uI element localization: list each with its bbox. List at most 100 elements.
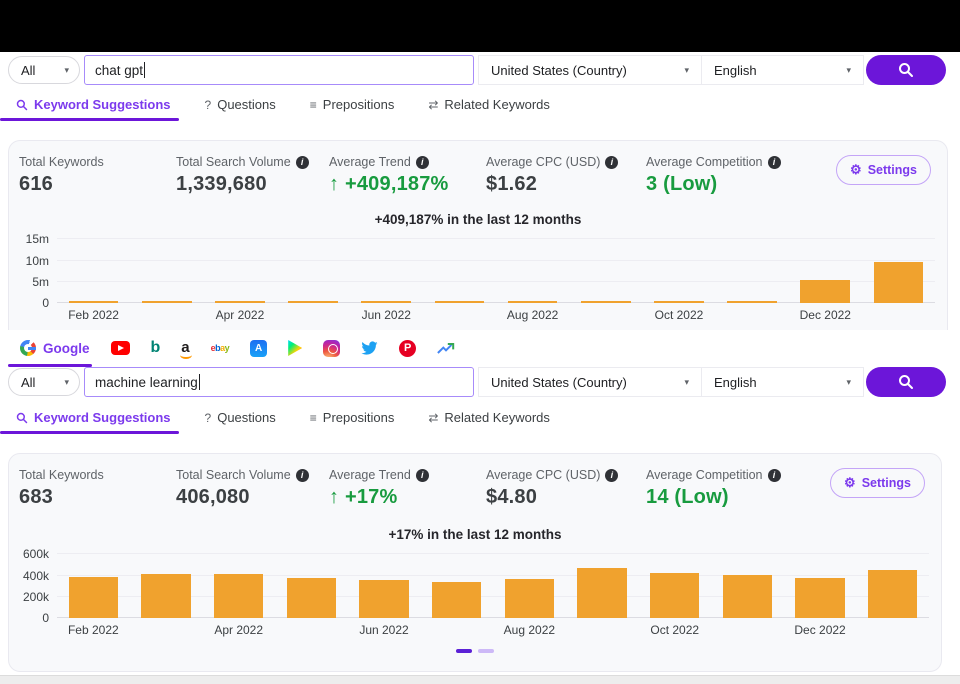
pager-dash-active[interactable]: [456, 649, 472, 653]
search-volume-chart: 15m 10m 5m 0 Feb 2022 Apr 2022 Jun 2022 Aug 20…: [13, 232, 935, 322]
x-tick-label: [420, 623, 493, 637]
search-input[interactable]: machine learning: [84, 367, 474, 397]
source-tab-google-trends[interactable]: [437, 335, 455, 361]
country-select-value: United States (Country): [491, 62, 627, 78]
bottom-scroll-strip: [0, 675, 960, 684]
chevron-down-icon: ▾: [64, 376, 69, 387]
x-tick-label: Jun 2022: [359, 623, 409, 637]
stat-label: Total Keywords: [19, 155, 104, 169]
stat-value: 1,339,680: [176, 173, 267, 195]
chart-bar: [800, 280, 851, 303]
tab-prepositions[interactable]: ≡ Prepositions: [310, 97, 395, 121]
stat-average-competition: Average Competition i 3 (Low): [646, 155, 781, 196]
info-icon[interactable]: i: [605, 155, 619, 169]
stat-value: 406,080: [176, 486, 250, 508]
chart-title: +17% in the last 12 months: [388, 527, 562, 542]
list-icon: ≡: [309, 410, 317, 425]
stat-average-cpc: Average CPC (USD) i $1.62: [486, 155, 646, 196]
stat-value: 616: [19, 173, 53, 195]
stats-row: Total Keywords 683 Total Search Volume i…: [9, 454, 941, 509]
search-icon: [16, 99, 28, 111]
tab-questions[interactable]: ? Questions: [205, 410, 276, 434]
source-tab-twitter[interactable]: [361, 335, 378, 361]
settings-button[interactable]: ⚙ Settings: [830, 468, 925, 498]
chart-bar: [215, 301, 265, 303]
chart-bar: [213, 574, 264, 618]
stat-average-cpc: Average CPC (USD) i $4.80: [486, 468, 646, 509]
search-bar: All ▾ machine learning United States (Co…: [0, 366, 960, 398]
result-tabs: Keyword Suggestions ? Questions ≡ Prepos…: [0, 97, 550, 121]
search-button[interactable]: [866, 367, 946, 397]
info-icon[interactable]: i: [415, 155, 429, 169]
related-arrows-icon: ⇄: [428, 410, 439, 425]
scope-select[interactable]: All ▾: [8, 56, 80, 84]
source-tab-youtube[interactable]: [110, 335, 130, 361]
y-tick-label: 600k: [22, 547, 49, 562]
info-icon[interactable]: i: [295, 155, 309, 169]
chart-bar: [68, 301, 119, 303]
youtube-icon: [110, 341, 130, 355]
chart-bar: [507, 301, 558, 303]
chart-y-axis: 15m 10m 5m 0: [13, 232, 57, 309]
stat-total-keywords: Total Keywords 683: [19, 468, 176, 509]
x-tick-label: Aug 2022: [506, 308, 559, 322]
x-tick-label: Feb 2022: [68, 308, 119, 322]
source-tab-amazon[interactable]: a: [180, 335, 193, 361]
source-tab-play-store[interactable]: [288, 335, 303, 361]
tab-keyword-suggestions[interactable]: Keyword Suggestions: [0, 410, 179, 434]
tab-keyword-suggestions[interactable]: Keyword Suggestions: [0, 97, 179, 121]
y-tick-label: 15m: [25, 232, 49, 247]
tab-related-keywords[interactable]: ⇄ Related Keywords: [428, 97, 550, 121]
search-input[interactable]: chat gpt: [84, 55, 474, 85]
tab-label: Prepositions: [322, 410, 395, 425]
source-tab-ebay[interactable]: ebay: [211, 335, 230, 361]
settings-label: Settings: [861, 476, 911, 490]
pager-dash[interactable]: [478, 649, 494, 653]
stat-label: Average Competition: [646, 468, 763, 482]
tab-questions[interactable]: ? Questions: [205, 97, 276, 121]
language-select[interactable]: English ▾: [702, 367, 864, 397]
ebay-icon: ebay: [210, 343, 230, 353]
x-tick-label: [423, 308, 496, 322]
stat-total-search-volume: Total Search Volume i 406,080: [176, 468, 329, 509]
language-select[interactable]: English ▾: [702, 55, 864, 85]
x-tick-label: [856, 623, 929, 637]
source-tab-pinterest[interactable]: P: [399, 335, 417, 361]
search-volume-chart: 600k 400k 200k 0 Feb 2022 Apr 2022 Jun 2022 Au…: [13, 547, 929, 637]
chart-bar: [580, 301, 631, 303]
source-tab-google[interactable]: Google: [8, 335, 91, 367]
chart-bar: [577, 568, 627, 618]
bing-icon: b: [150, 339, 161, 356]
source-tab-bing[interactable]: b: [151, 335, 161, 361]
x-tick-label: [277, 308, 350, 322]
stat-total-keywords: Total Keywords 616: [19, 155, 176, 196]
stat-value: 3 (Low): [646, 173, 718, 195]
info-icon[interactable]: i: [767, 468, 781, 482]
google-logo-icon: [20, 340, 36, 356]
tab-related-keywords[interactable]: ⇄ Related Keywords: [428, 410, 550, 434]
x-tick-label: [275, 623, 348, 637]
country-select[interactable]: United States (Country) ▾: [478, 55, 702, 85]
chart-bar: [141, 573, 191, 618]
stat-average-trend: Average Trend i ↑ +17%: [329, 468, 486, 509]
tab-prepositions[interactable]: ≡ Prepositions: [310, 410, 395, 434]
scope-select[interactable]: All ▾: [8, 368, 80, 396]
y-tick-label: 10m: [25, 253, 49, 268]
info-icon[interactable]: i: [295, 468, 309, 482]
info-icon[interactable]: i: [415, 468, 429, 482]
results-summary-card: Total Keywords 683 Total Search Volume i…: [8, 453, 942, 672]
search-button[interactable]: [866, 55, 946, 85]
country-select[interactable]: United States (Country) ▾: [478, 367, 702, 397]
info-icon[interactable]: i: [605, 468, 619, 482]
chart-bar: [361, 301, 412, 303]
source-tab-instagram[interactable]: [323, 335, 341, 361]
chart-bar: [68, 577, 119, 618]
search-icon: [898, 62, 914, 78]
x-tick-label: [716, 308, 789, 322]
result-tabs: Keyword Suggestions ? Questions ≡ Prepos…: [0, 410, 550, 434]
stat-label: Average CPC (USD): [486, 155, 601, 169]
info-icon[interactable]: i: [767, 155, 781, 169]
source-tab-app-store[interactable]: A: [250, 335, 268, 361]
settings-button[interactable]: ⚙ Settings: [836, 155, 931, 185]
stat-label: Average Trend: [329, 155, 411, 169]
